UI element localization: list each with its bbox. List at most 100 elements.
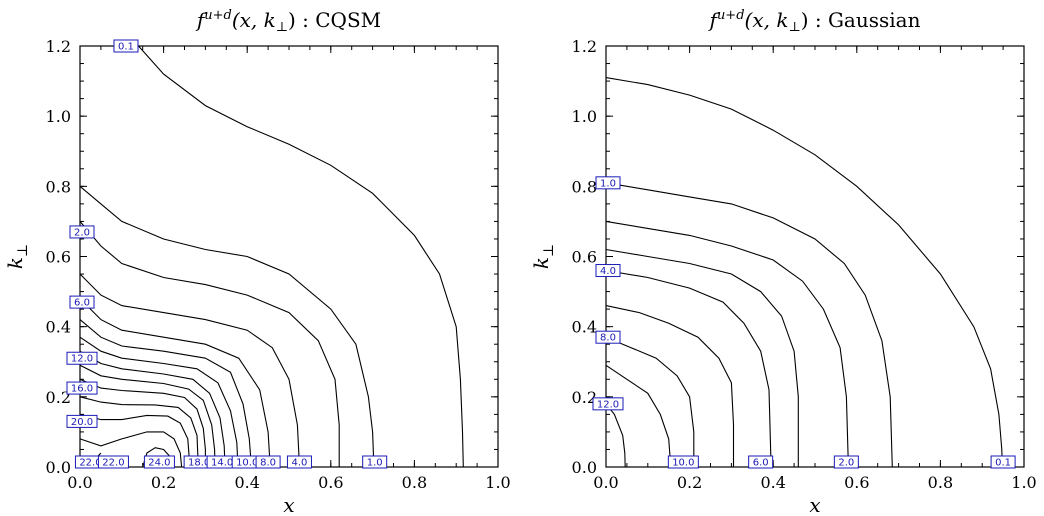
label-text: 1.0: [600, 178, 616, 189]
title-args: (x, k: [232, 8, 276, 32]
contour-line-6: [79, 298, 271, 468]
contour-level-label: 6.0: [69, 295, 95, 309]
x-tick-label: 0.6: [318, 473, 343, 492]
contour-line-6: [605, 305, 735, 467]
panel-cqsm: fu+d(x, k⊥) : CQSM 0.0 0.2 0.4 0.6 0.8 1.0 0.0 0…: [3, 8, 511, 516]
y-axis-title-sub: ⊥: [15, 244, 31, 257]
contour-level-label: 0.1: [113, 39, 139, 53]
contour-level-label: 2.0: [69, 225, 95, 239]
y-tick-label: 0.2: [46, 388, 71, 407]
label-text: 20.0: [71, 417, 93, 428]
y-axis-title: k⊥: [529, 244, 557, 269]
chart-title: fu+d(x, k⊥) : CQSM: [195, 8, 381, 35]
title-subscript: ⊥: [788, 20, 800, 35]
label-box: [990, 455, 1016, 469]
label-text: 8.0: [260, 458, 276, 469]
contour-line-10: [79, 336, 239, 468]
contour-level-label: 0.1: [990, 455, 1016, 469]
label-box: [748, 455, 774, 469]
label-text: 4.0: [600, 266, 616, 277]
y-tick-label: 0.4: [46, 318, 71, 337]
x-tick-label: 0.8: [928, 473, 953, 492]
contour-line-2: [605, 220, 849, 468]
contour-line-22: [79, 431, 183, 468]
contour-line-4: [79, 273, 301, 468]
contour-line-14: [79, 364, 216, 468]
contour-level-label: 8.0: [595, 330, 621, 344]
label-text: 16.0: [71, 384, 93, 395]
x-tick-label: 0.0: [593, 473, 618, 492]
contour-level-label: 2.0: [833, 455, 859, 469]
label-text: 1.0: [367, 458, 383, 469]
y-tick-label: 1.0: [572, 107, 597, 126]
y-tick-label: 1.2: [46, 37, 71, 56]
label-box: [833, 455, 859, 469]
y-axis-title: k⊥: [3, 244, 31, 269]
contour-line-3: [605, 248, 799, 467]
y-axis-title-sub: ⊥: [541, 244, 557, 257]
label-text: 2.0: [838, 458, 854, 469]
label-box: [595, 264, 621, 278]
label-box: [69, 225, 95, 239]
chart-title: fu+d(x, k⊥) : Gaussian: [708, 8, 921, 35]
label-text: 12.0: [71, 354, 93, 365]
label-box: [592, 397, 624, 411]
x-tick-label: 0.8: [402, 473, 427, 492]
contour-level-label: 12.0: [592, 397, 624, 411]
contour-level-label: 8.0: [255, 455, 281, 469]
x-tick-label: 0.4: [760, 473, 785, 492]
label-box: [113, 39, 139, 53]
label-text: 8.0: [600, 333, 616, 344]
x-tick-label: 1.0: [485, 473, 510, 492]
contour-level-label: 4.0: [286, 455, 312, 469]
y-tick-label: 0.4: [572, 318, 597, 337]
y-tick-label: 0.0: [46, 458, 71, 477]
y-axis-title-k: k: [529, 257, 553, 269]
label-box: [66, 414, 98, 428]
label-text: 0.1: [995, 458, 1011, 469]
label-box: [286, 455, 312, 469]
contour-level-label: 4.0: [595, 264, 621, 278]
contour-line-4: [605, 269, 772, 468]
label-text: 2.0: [74, 227, 90, 238]
label-box: [667, 455, 699, 469]
x-tick-label: 0.0: [67, 473, 92, 492]
label-text: 10.0: [672, 458, 694, 469]
label-text: 22.0: [79, 458, 101, 469]
contour-line-1: [79, 185, 375, 468]
label-box: [595, 330, 621, 344]
label-text: 6.0: [753, 458, 769, 469]
y-tick-label: 0.8: [46, 177, 71, 196]
y-tick-label: 0.0: [572, 458, 597, 477]
label-box: [66, 351, 98, 365]
label-text: 22.0: [102, 458, 124, 469]
label-text: 12.0: [597, 399, 619, 410]
label-text: 24.0: [148, 458, 170, 469]
contour-line-8: [79, 319, 252, 468]
contour-line-18: [79, 396, 199, 468]
title-tail: ) : Gaussian: [801, 8, 921, 32]
contour-line-12: [605, 403, 626, 468]
title-subscript: ⊥: [276, 20, 288, 35]
contour-line-10: [605, 364, 672, 468]
contour-line-16: [79, 378, 206, 467]
x-tick-label: 0.2: [677, 473, 702, 492]
contour-level-label: 1.0: [595, 176, 621, 190]
contour-line-0-1: [138, 45, 464, 468]
label-box: [66, 381, 98, 395]
contour-level-label: 20.0: [66, 414, 98, 428]
contour-level-label: 12.0: [66, 351, 98, 365]
label-box: [362, 455, 388, 469]
contour-level-label: 24.0: [143, 455, 175, 469]
contour-line-1: [605, 182, 893, 468]
title-args: (x, k: [745, 8, 789, 32]
contour-level-label: 1.0: [362, 455, 388, 469]
x-tick-label: 1.0: [1011, 473, 1036, 492]
y-tick-label: 1.2: [572, 37, 597, 56]
title-superscript: u+d: [204, 8, 232, 23]
y-tick-label: 1.0: [46, 107, 71, 126]
label-box: [69, 295, 95, 309]
contour-line-2: [79, 221, 340, 467]
